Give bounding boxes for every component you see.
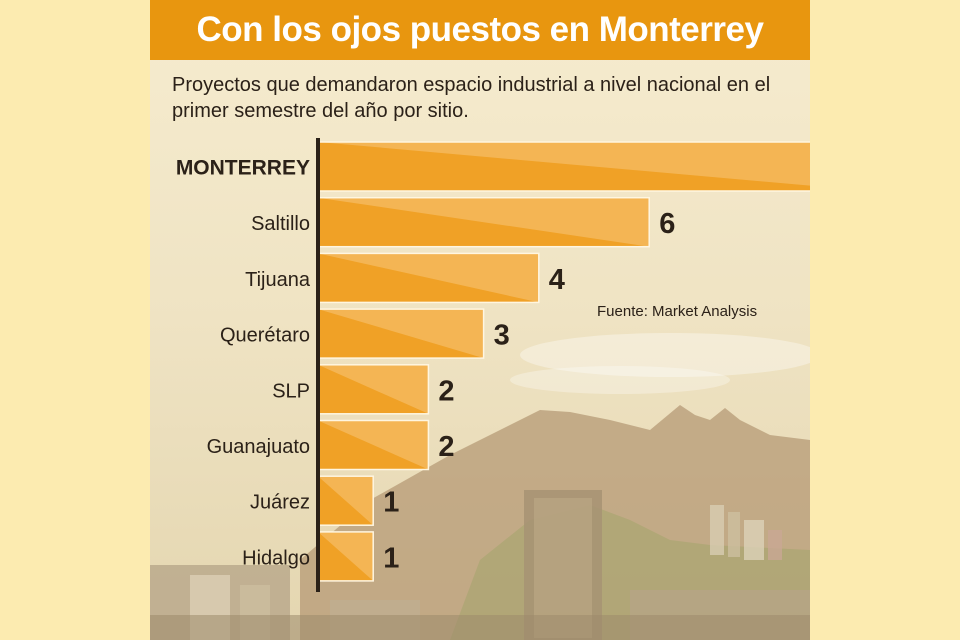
- category-label: Tijuana: [245, 269, 311, 291]
- category-label: Querétaro: [220, 325, 310, 347]
- category-label: Hidalgo: [242, 547, 310, 569]
- bar-highlight: [318, 253, 539, 303]
- infographic-panel: Con los ojos puestos en Monterrey Proyec…: [150, 0, 810, 640]
- bar-highlight: [318, 142, 810, 186]
- value-label: 2: [438, 375, 454, 407]
- category-label: MONTERREY: [176, 157, 310, 180]
- bar-chart: MONTERREY10Saltillo6Tijuana4Querétaro3SL…: [176, 138, 810, 592]
- chart-subtitle: Proyectos que demandaron espacio industr…: [172, 74, 771, 122]
- value-label: 1: [383, 487, 399, 519]
- value-label: 3: [494, 320, 510, 352]
- category-label: Saltillo: [251, 213, 310, 235]
- source-note: Fuente: Market Analysis: [597, 303, 758, 320]
- chart-title: Con los ojos puestos en Monterrey: [196, 10, 764, 49]
- title-bar: Con los ojos puestos en Monterrey: [150, 0, 810, 60]
- category-label: Juárez: [250, 492, 310, 514]
- value-label: 2: [438, 431, 454, 463]
- category-label: SLP: [272, 380, 310, 402]
- category-label: Guanajuato: [207, 436, 310, 458]
- value-label: 1: [383, 542, 399, 574]
- bar-highlight: [318, 420, 429, 470]
- value-label: 6: [659, 208, 675, 240]
- city-mountain-backdrop: [150, 0, 810, 640]
- bar-highlight: [318, 364, 429, 414]
- value-label: 4: [549, 264, 565, 296]
